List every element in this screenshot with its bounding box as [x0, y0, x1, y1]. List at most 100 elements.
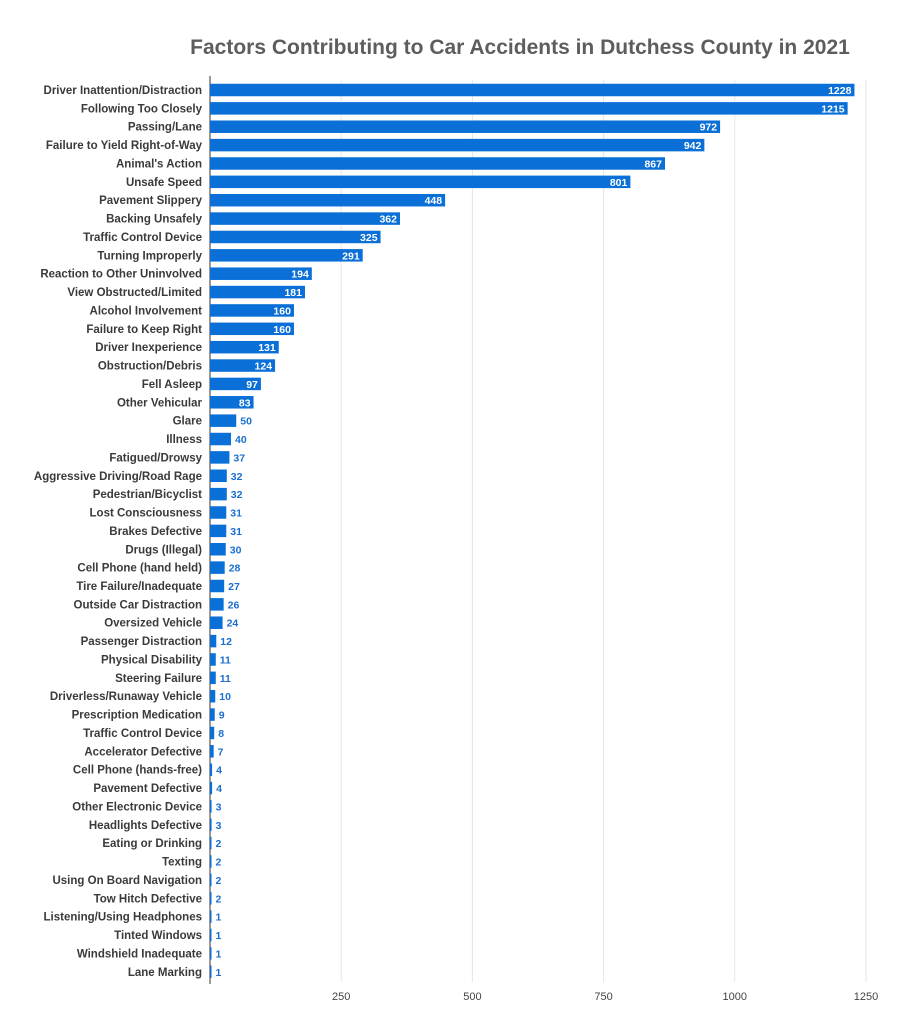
category-label: Pavement Defective	[93, 783, 202, 795]
category-label: Tire Failure/Inadequate	[76, 581, 202, 593]
data-label: 3	[216, 801, 222, 813]
data-label: 124	[255, 361, 273, 373]
data-label: 1	[216, 912, 222, 924]
data-label: 448	[425, 195, 443, 207]
category-label: Backing Unsafely	[106, 214, 202, 226]
bar	[210, 855, 212, 868]
category-label: Eating or Drinking	[102, 838, 202, 850]
bar	[210, 249, 363, 262]
category-label: Traffic Control Device	[83, 728, 202, 740]
category-label: Outside Car Distraction	[74, 599, 202, 611]
bar	[210, 598, 224, 611]
bar	[210, 451, 230, 464]
category-label: Pavement Slippery	[99, 195, 203, 207]
category-label: Unsafe Speed	[126, 177, 202, 189]
data-label: 194	[291, 269, 309, 281]
data-label: 7	[218, 746, 224, 758]
data-label: 8	[218, 728, 224, 740]
bar	[210, 524, 227, 538]
category-label: Aggressive Driving/Road Rage	[34, 471, 202, 483]
category-label: Listening/Using Headphones	[44, 912, 202, 924]
chart-title: Factors Contributing to Car Accidents in…	[190, 36, 850, 59]
x-tick-label: 500	[463, 991, 481, 1003]
x-tick-label: 1000	[723, 991, 747, 1003]
bar	[210, 432, 231, 446]
data-label: 972	[700, 122, 718, 134]
bar	[210, 120, 721, 133]
category-label: Tow Hitch Defective	[94, 893, 202, 905]
data-label: 131	[258, 342, 276, 354]
category-label: Pedestrian/Bicyclist	[93, 489, 202, 501]
category-label: Other Electronic Device	[72, 801, 202, 813]
data-label: 26	[228, 599, 240, 611]
category-label: Reaction to Other Uninvolved	[40, 269, 202, 281]
bar	[210, 634, 217, 648]
category-label: Texting	[162, 857, 202, 869]
bar	[210, 616, 223, 629]
bar	[210, 653, 216, 666]
category-label: Failure to Yield Right-of-Way	[46, 140, 203, 152]
bar	[210, 469, 227, 483]
data-label: 942	[684, 140, 702, 152]
data-label: 28	[229, 563, 241, 575]
data-label: 3	[216, 820, 222, 832]
bar	[210, 359, 276, 372]
bar	[210, 910, 212, 923]
bar	[210, 175, 631, 189]
data-label: 11	[220, 654, 231, 666]
bar	[210, 340, 279, 354]
data-label: 1215	[821, 103, 845, 115]
category-label: Fatigued/Drowsy	[109, 452, 202, 464]
bar	[210, 212, 400, 225]
bar	[210, 267, 312, 280]
data-label: 12	[220, 636, 232, 648]
category-label: Obstruction/Debris	[98, 361, 202, 373]
data-label: 2	[216, 838, 222, 850]
data-label: 801	[610, 177, 628, 189]
data-label: 4	[216, 783, 222, 795]
category-label: Headlights Defective	[89, 820, 202, 832]
category-label: Other Vehicular	[117, 397, 203, 409]
bar	[210, 377, 261, 391]
data-label: 9	[219, 710, 225, 722]
bar	[210, 230, 381, 244]
data-label: 181	[284, 287, 302, 299]
data-label: 24	[227, 618, 239, 630]
bar	[210, 322, 294, 336]
data-label: 10	[219, 691, 231, 703]
bar	[210, 671, 216, 685]
category-label: Prescription Medication	[72, 710, 202, 722]
category-label: Glare	[173, 416, 202, 428]
data-label: 32	[231, 489, 243, 501]
category-label: Passenger Distraction	[81, 636, 202, 648]
bar	[210, 689, 216, 703]
category-label: Turning Improperly	[97, 250, 202, 262]
bar	[210, 708, 215, 721]
bar	[210, 800, 212, 813]
bar	[210, 487, 227, 501]
category-label: Driver Inattention/Distraction	[44, 85, 202, 97]
bar	[210, 285, 305, 299]
data-label: 31	[230, 526, 242, 538]
data-label: 2	[216, 857, 222, 869]
category-label: Alcohol Involvement	[90, 305, 203, 317]
data-label: 1	[216, 930, 222, 942]
x-tick-label: 1250	[854, 991, 878, 1003]
category-label: Following Too Closely	[81, 103, 203, 115]
data-label: 1	[216, 967, 222, 979]
bar	[210, 157, 666, 170]
data-label: 32	[231, 471, 243, 483]
data-label: 2	[216, 875, 222, 887]
category-label: Accelerator Defective	[84, 746, 202, 758]
data-label: 160	[273, 324, 291, 336]
category-label: Tinted Windows	[114, 930, 202, 942]
data-label: 4	[216, 765, 222, 777]
bar	[210, 138, 705, 152]
bar	[210, 561, 225, 574]
data-label: 31	[230, 508, 242, 520]
category-label: Passing/Lane	[128, 122, 202, 134]
data-label: 83	[239, 397, 251, 409]
category-label: Using On Board Navigation	[52, 875, 202, 887]
category-label: View Obstructed/Limited	[67, 287, 202, 299]
